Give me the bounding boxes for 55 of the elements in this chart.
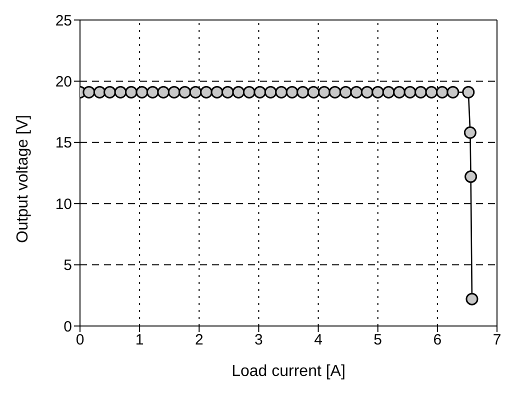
x-tick-label: 4 (314, 332, 322, 349)
point (114, 86, 127, 98)
y-tick-label: 0 (64, 318, 72, 336)
point (436, 86, 448, 98)
point (264, 86, 277, 98)
point (286, 86, 298, 98)
y-tick-label: 15 (55, 134, 72, 152)
point (200, 86, 213, 98)
point (372, 86, 384, 98)
point (464, 126, 476, 139)
point (221, 86, 234, 98)
point (393, 86, 406, 98)
point (382, 86, 395, 98)
point (404, 86, 416, 98)
y-tick-label: 25 (55, 12, 72, 30)
point (210, 86, 224, 98)
point (296, 86, 310, 98)
y-axis-title: Output voltage [V] (14, 114, 32, 243)
x-tick-label: 7 (492, 332, 502, 349)
y-tick-label: 10 (55, 196, 72, 213)
point (360, 86, 374, 98)
point (425, 86, 438, 98)
point (328, 86, 342, 98)
x-tick-label: 1 (135, 332, 144, 349)
y-tick-label: 5 (64, 257, 72, 274)
point (318, 86, 330, 98)
x-tick-label: 5 (374, 332, 382, 349)
point (462, 86, 475, 98)
point (232, 86, 245, 98)
point (93, 86, 106, 98)
point (82, 86, 96, 98)
y-tick-label: 20 (55, 74, 72, 91)
point (446, 86, 460, 98)
point (157, 86, 170, 98)
point (254, 86, 266, 98)
point (414, 86, 427, 98)
point (124, 86, 138, 98)
point (146, 86, 159, 98)
point (339, 86, 352, 98)
x-tick-label: 3 (254, 332, 263, 349)
x-tick-label: 0 (76, 332, 84, 349)
point (178, 86, 192, 98)
x-tick-label: 2 (194, 332, 204, 349)
point (168, 86, 180, 98)
point (189, 86, 202, 98)
x-axis-title: Load current [A] (232, 363, 346, 380)
x-tick-label: 6 (433, 332, 442, 349)
point (242, 86, 256, 98)
point (136, 86, 148, 98)
point (464, 170, 478, 183)
point (466, 292, 478, 306)
point (275, 86, 288, 98)
point (350, 86, 363, 98)
point (104, 86, 116, 98)
point (307, 86, 320, 98)
